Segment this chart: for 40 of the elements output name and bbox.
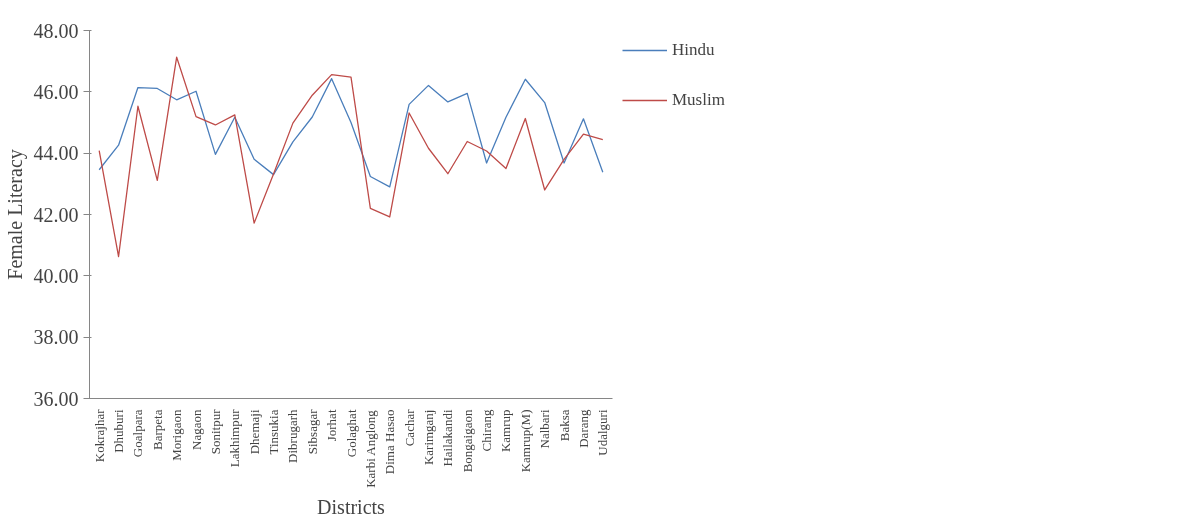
y-tick-label: 42.00 <box>33 203 79 226</box>
x-tick-label: Cachar <box>401 408 417 447</box>
x-tick-label: Dima Hasao <box>382 409 398 475</box>
y-tick-label: 46.00 <box>33 80 79 103</box>
x-tick-label: Jorhat <box>324 409 340 442</box>
x-tick-label: Bongaigaon <box>459 409 475 473</box>
x-tick-label: Tinsukia <box>266 409 282 455</box>
x-tick-label: Karimganj <box>420 409 436 466</box>
y-tick-label: 40.00 <box>33 264 79 287</box>
y-tick-label: 36.00 <box>33 387 79 410</box>
x-tick-label: Goalpara <box>130 409 146 458</box>
y-tick-label: 38.00 <box>33 326 79 349</box>
line-series <box>98 78 604 188</box>
x-tick-label: Kokrajhar <box>91 408 107 463</box>
x-tick-label: Karbi Anglong <box>362 409 378 488</box>
x-tick-label: Nagaon <box>188 409 204 450</box>
x-tick-label: Kamrup(M) <box>517 409 533 473</box>
x-tick-label: Sonitpur <box>207 408 223 455</box>
legend-label: Muslim <box>672 90 725 110</box>
y-axis-title: Female Literacy <box>3 149 27 280</box>
x-tick-label: Kamrup <box>498 409 514 453</box>
x-tick-label: Sibsagar <box>304 408 320 455</box>
x-tick-label: Dhemaji <box>246 409 262 455</box>
x-tick-label: Dhuburi <box>111 409 127 453</box>
y-tick-label: 48.00 <box>33 19 79 42</box>
x-axis-title: Districts <box>317 495 386 518</box>
x-tick-label: Lakhimpur <box>227 408 243 468</box>
line-series <box>98 56 604 258</box>
x-tick-label: Udalguri <box>595 409 611 456</box>
x-tick-label: Chirang <box>479 409 495 452</box>
y-tick-label: 44.00 <box>33 142 79 165</box>
x-tick-label: Darang <box>575 409 591 448</box>
legend-label: Hindu <box>672 40 715 60</box>
x-tick-label: Nalbari <box>537 409 553 449</box>
x-tick-label: Baksa <box>556 409 572 442</box>
x-tick-label: Dibrugarh <box>285 409 301 463</box>
x-tick-label: Hailakandi <box>440 409 456 467</box>
x-tick-label: Morigaon <box>169 409 185 461</box>
x-tick-label: Barpeta <box>149 409 165 450</box>
x-tick-label: Golaghat <box>343 409 359 458</box>
